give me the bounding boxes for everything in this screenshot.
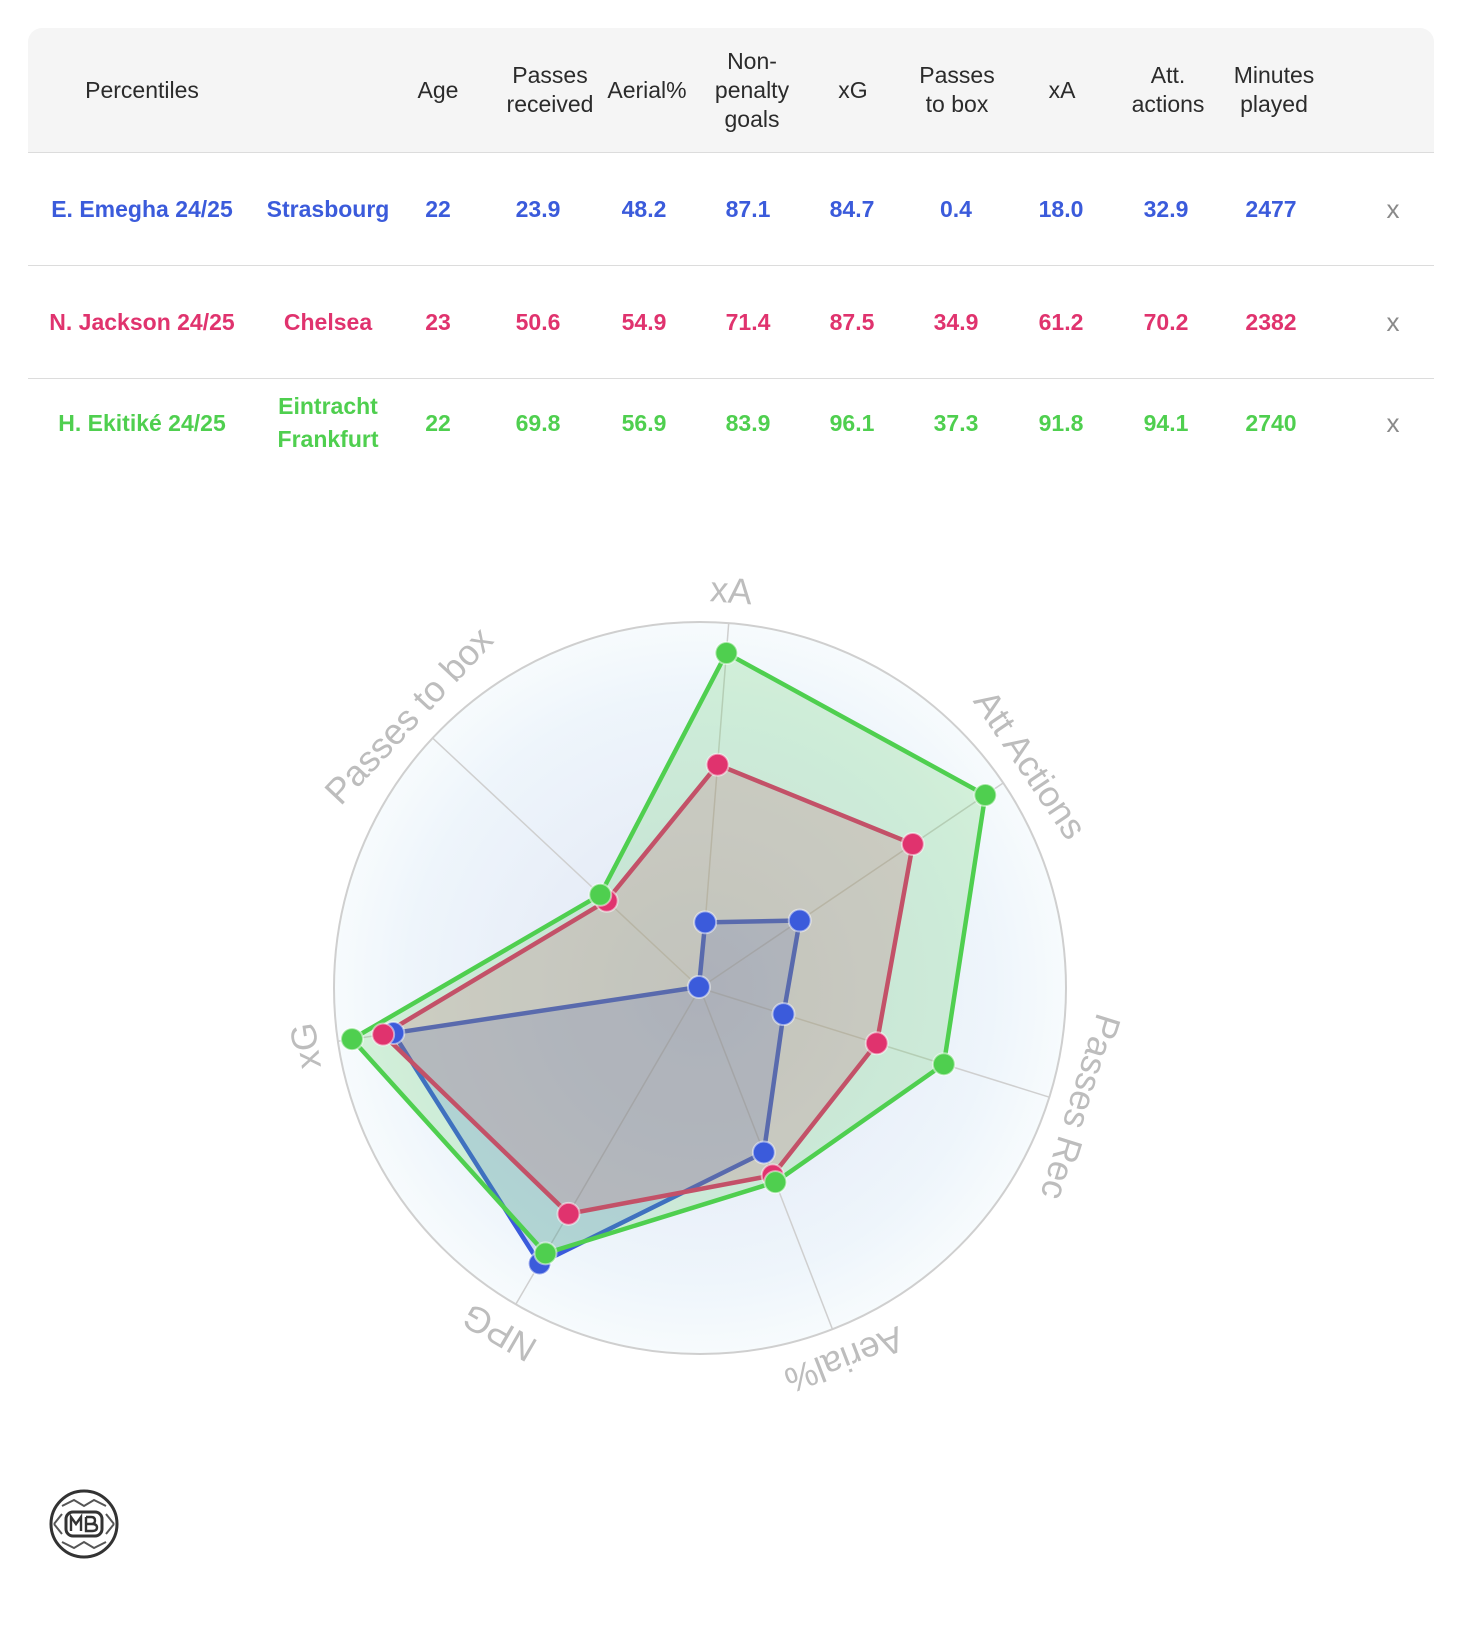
header-aerial: Aerial% xyxy=(607,76,687,103)
radar-point[interactable] xyxy=(556,1201,581,1226)
header-att-actions: Att. actions xyxy=(1131,62,1205,117)
cell-npg: 83.9 xyxy=(725,409,771,436)
table-row: E. Emegha 24/25 Strasbourg 22 23.9 48.2 87.1 8… xyxy=(28,153,1434,266)
header-minutes: Minutes played xyxy=(1233,62,1315,117)
cell-att-actions: 32.9 xyxy=(1143,195,1189,222)
remove-row-button[interactable]: x xyxy=(1386,407,1400,438)
header-passes-received: Passes received xyxy=(506,62,594,117)
cell-att-actions: 94.1 xyxy=(1143,409,1189,436)
radar-point[interactable] xyxy=(705,752,730,777)
header-xa: xA xyxy=(1048,76,1076,103)
cell-minutes: 2382 xyxy=(1245,308,1297,335)
radar-spoke xyxy=(432,737,701,989)
radar-point[interactable] xyxy=(371,1022,396,1047)
radar-point[interactable] xyxy=(714,641,739,666)
radar-series-3 xyxy=(349,650,988,1256)
table-row: H. Ekitiké 24/25 Eintracht Frankfurt 22 69.… xyxy=(28,379,1434,467)
cell-passes-received: 50.6 xyxy=(515,308,561,335)
cell-age: 23 xyxy=(425,308,451,335)
radar-axis-label: xA xyxy=(709,570,754,612)
cell-npg: 87.1 xyxy=(725,195,771,222)
cell-xa: 91.8 xyxy=(1038,409,1084,436)
cell-player: N. Jackson 24/25 xyxy=(49,308,235,335)
radar-point[interactable] xyxy=(588,882,613,907)
radar-point[interactable] xyxy=(973,783,998,808)
cell-team: Eintracht Frankfurt xyxy=(277,393,379,452)
cell-team: Strasbourg xyxy=(266,195,390,222)
cell-aerial: 54.9 xyxy=(621,308,667,335)
cell-minutes: 2740 xyxy=(1245,409,1297,436)
radar-point[interactable] xyxy=(340,1027,365,1052)
cell-xg: 84.7 xyxy=(829,195,875,222)
cell-xa: 61.2 xyxy=(1038,308,1084,335)
cell-passes-to-box: 37.3 xyxy=(933,409,979,436)
radar-point[interactable] xyxy=(931,1052,956,1077)
remove-row-button[interactable]: x xyxy=(1386,306,1400,337)
radar-spoke xyxy=(699,782,1004,989)
cell-player: E. Emegha 24/25 xyxy=(51,195,233,222)
cell-passes-to-box: 0.4 xyxy=(940,195,972,222)
cell-npg: 71.4 xyxy=(725,308,771,335)
radar-point[interactable] xyxy=(771,1002,796,1027)
cell-xa: 18.0 xyxy=(1038,195,1084,222)
cell-age: 22 xyxy=(425,409,451,436)
radar-point[interactable] xyxy=(693,910,718,935)
mb-logo-icon xyxy=(49,1489,119,1559)
table-header: Percentiles Age Passes received Aerial% … xyxy=(28,28,1434,153)
remove-row-button[interactable]: x xyxy=(1386,193,1400,224)
radar-point[interactable] xyxy=(864,1031,889,1056)
radar-point[interactable] xyxy=(686,975,711,1000)
cell-passes-received: 69.8 xyxy=(515,409,561,436)
cell-aerial: 56.9 xyxy=(621,409,667,436)
header-percentiles: Percentiles xyxy=(85,76,199,103)
cell-minutes: 2477 xyxy=(1245,195,1297,222)
radar-series-1 xyxy=(391,918,802,1266)
cell-xg: 96.1 xyxy=(829,409,875,436)
cell-att-actions: 70.2 xyxy=(1143,308,1189,335)
cell-xg: 87.5 xyxy=(829,308,875,335)
cell-player: H. Ekitiké 24/25 xyxy=(58,409,226,436)
cell-team: Chelsea xyxy=(283,308,373,335)
cell-age: 22 xyxy=(425,195,451,222)
cell-passes-received: 23.9 xyxy=(515,195,561,222)
radar-point[interactable] xyxy=(533,1241,558,1266)
cell-passes-to-box: 34.9 xyxy=(933,308,979,335)
header-passes-to-box: Passes to box xyxy=(919,62,995,117)
radar-axis-label: xG xyxy=(282,1020,329,1071)
radar-point[interactable] xyxy=(787,908,812,933)
radar-series-2 xyxy=(380,762,916,1217)
header-xg: xG xyxy=(838,76,868,103)
radar-point[interactable] xyxy=(900,832,925,857)
header-npg: Non-penalty goals xyxy=(714,47,790,132)
header-age: Age xyxy=(417,76,459,103)
comparison-table: Percentiles Age Passes received Aerial% … xyxy=(28,28,1434,467)
table-row: N. Jackson 24/25 Chelsea 23 50.6 54.9 71.4 87.… xyxy=(28,266,1434,379)
cell-aerial: 48.2 xyxy=(621,195,667,222)
radar-point[interactable] xyxy=(763,1170,788,1195)
radar-point[interactable] xyxy=(751,1140,776,1165)
